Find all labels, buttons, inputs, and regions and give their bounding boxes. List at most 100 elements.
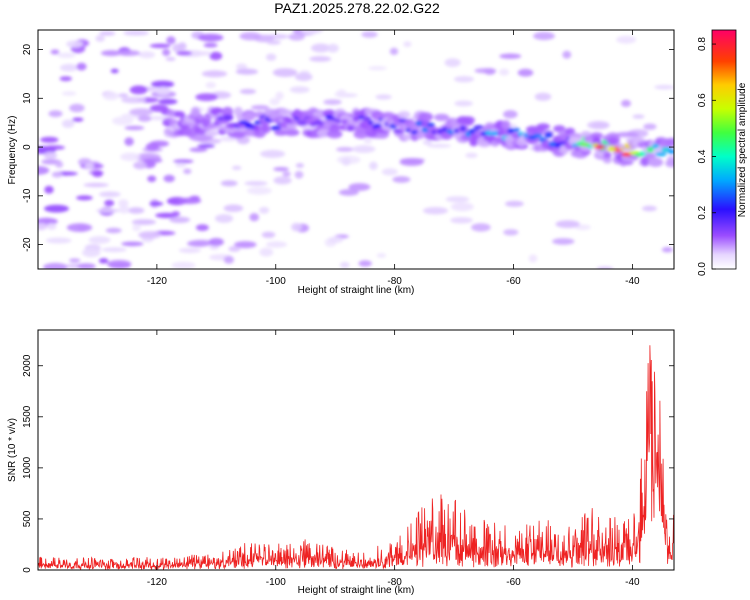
- colorbar-tick-label: 0.4: [697, 149, 708, 163]
- spectrogram-cell: [176, 50, 193, 56]
- spectrogram-cell: [418, 112, 433, 122]
- spectrogram-cell: [207, 123, 216, 129]
- spectrogram-cell: [278, 109, 295, 117]
- spectrogram-cell: [138, 231, 162, 239]
- spectrogram-cell: [284, 129, 300, 137]
- spectrogram-xlabel: Height of straight line (km): [298, 285, 415, 296]
- spectrogram-cell: [145, 142, 160, 151]
- spectrogram-cell: [363, 138, 372, 144]
- spectrogram-cell: [44, 185, 54, 194]
- spectrogram-cell: [381, 168, 398, 176]
- spectrogram-cell: [239, 32, 262, 41]
- spectrogram-cell: [655, 152, 667, 157]
- spectrogram-cell: [579, 142, 590, 147]
- spectrogram-cell: [84, 162, 95, 169]
- spectrogram-cell: [533, 133, 543, 138]
- x-tick-label: -100: [266, 276, 286, 287]
- x-tick-label: -80: [387, 276, 402, 287]
- x-tick-label: -120: [147, 577, 167, 588]
- spectrogram-cell: [220, 180, 238, 187]
- spectrogram-cell: [594, 145, 605, 150]
- spectrogram-cell: [397, 111, 411, 119]
- spectrogram-cell: [57, 52, 76, 58]
- colorbar-tick-label: 0.2: [697, 205, 708, 219]
- y-tick-label: 2000: [22, 354, 33, 377]
- spectrogram-cell: [368, 66, 387, 71]
- spectrogram-cell: [101, 247, 127, 253]
- spectrogram-cell: [51, 171, 63, 178]
- y-tick-label: -10: [22, 188, 33, 203]
- spectrogram-cell: [44, 145, 65, 150]
- spectrogram-cell: [295, 163, 304, 168]
- spectrogram-cell: [642, 205, 657, 212]
- spectrogram-cell: [236, 63, 248, 71]
- spectrogram-cell: [265, 53, 277, 61]
- spectrogram-cell: [69, 103, 85, 113]
- colorbar-tick-label: 0.0: [697, 262, 708, 276]
- spectrogram-cell: [389, 47, 399, 56]
- spectrogram-cell: [127, 207, 145, 214]
- spectrogram-cell: [110, 68, 119, 74]
- spectrogram-cell: [43, 151, 58, 160]
- spectrogram-cell: [118, 205, 130, 214]
- spectrogram-cell: [208, 238, 224, 246]
- spectrogram-cell: [300, 30, 324, 34]
- spectrogram-cell: [513, 127, 520, 133]
- spectrogram-cell: [465, 152, 478, 158]
- spectrogram-cell: [187, 240, 210, 247]
- spectrogram-cell: [444, 58, 461, 67]
- spectrogram-cell: [200, 118, 212, 124]
- spectrogram-cell: [132, 223, 141, 232]
- spectrogram-cell: [147, 175, 157, 183]
- spectrogram-cell: [294, 72, 313, 82]
- spectrogram-cell: [596, 266, 614, 269]
- x-tick-label: -60: [506, 276, 521, 287]
- spectrogram-cell: [422, 140, 433, 145]
- spectrogram-cell: [423, 207, 448, 215]
- spectrogram-cell: [403, 41, 412, 48]
- spectrogram-cell: [251, 105, 270, 110]
- spectrogram-cell: [163, 174, 175, 183]
- spectrogram-cell: [536, 123, 550, 130]
- spectrogram-cell: [199, 51, 212, 56]
- spectrogram-cell: [77, 263, 96, 269]
- spectrogram-cell: [242, 111, 256, 122]
- spectrogram-cell: [72, 117, 84, 122]
- spectrogram-cell: [178, 197, 202, 204]
- spectrogram-cell: [266, 40, 281, 45]
- spectrogram-cell: [133, 161, 148, 170]
- spectrogram-cell: [162, 48, 171, 57]
- spectrogram-cell: [105, 227, 122, 234]
- spectrogram-cell: [174, 111, 185, 118]
- spectrogram-cell: [454, 100, 473, 107]
- spectrogram-cell: [155, 86, 171, 96]
- x-tick-label: -100: [266, 577, 286, 588]
- spectrogram-cell: [338, 189, 359, 196]
- x-tick-label: -40: [625, 276, 640, 287]
- spectrogram-cell: [235, 68, 258, 75]
- spectrogram-cell: [239, 88, 257, 95]
- spectrogram-cell: [459, 125, 467, 132]
- spectrogram-cell: [668, 148, 674, 155]
- spectrogram-cell: [352, 115, 360, 122]
- spectrogram-cell: [183, 168, 192, 175]
- spectrogram-cell: [175, 162, 187, 168]
- snr-xlabel: Height of straight line (km): [298, 585, 415, 596]
- spectrogram-cell: [450, 217, 473, 224]
- y-tick-label: 1000: [22, 456, 33, 479]
- spectrogram-cell: [43, 262, 68, 269]
- spectrogram-cell: [361, 31, 378, 38]
- spectrogram-cell: [215, 214, 234, 223]
- spectrogram-cell: [587, 120, 610, 130]
- spectrogram-cell: [118, 199, 129, 208]
- spectrogram-cell: [129, 85, 148, 95]
- spectrogram-cell: [104, 199, 115, 207]
- spectrogram-cell: [346, 125, 355, 132]
- spectrogram-cell: [273, 167, 289, 172]
- spectrogram-cell: [533, 31, 555, 41]
- spectrogram-cell: [555, 220, 580, 229]
- spectrogram-cell: [426, 122, 435, 127]
- spectrogram-cell: [632, 114, 645, 119]
- spectrogram-cell: [294, 170, 304, 179]
- spectrogram-cell: [61, 119, 75, 128]
